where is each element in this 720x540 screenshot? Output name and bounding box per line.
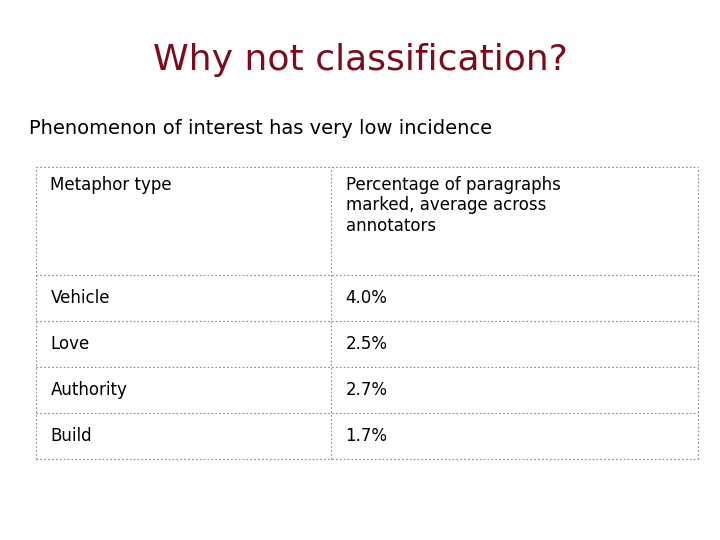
Text: Why not classification?: Why not classification? bbox=[153, 43, 567, 77]
Text: Vehicle: Vehicle bbox=[50, 289, 110, 307]
Text: 1.7%: 1.7% bbox=[346, 427, 387, 445]
Text: Authority: Authority bbox=[50, 381, 127, 399]
Text: 2.5%: 2.5% bbox=[346, 335, 387, 353]
Text: Metaphor type: Metaphor type bbox=[50, 176, 172, 193]
Text: Phenomenon of interest has very low incidence: Phenomenon of interest has very low inci… bbox=[29, 119, 492, 138]
Text: 2.7%: 2.7% bbox=[346, 381, 387, 399]
Text: Love: Love bbox=[50, 335, 90, 353]
Text: Percentage of paragraphs
marked, average across
annotators: Percentage of paragraphs marked, average… bbox=[346, 176, 560, 235]
Text: Build: Build bbox=[50, 427, 92, 445]
Text: 4.0%: 4.0% bbox=[346, 289, 387, 307]
